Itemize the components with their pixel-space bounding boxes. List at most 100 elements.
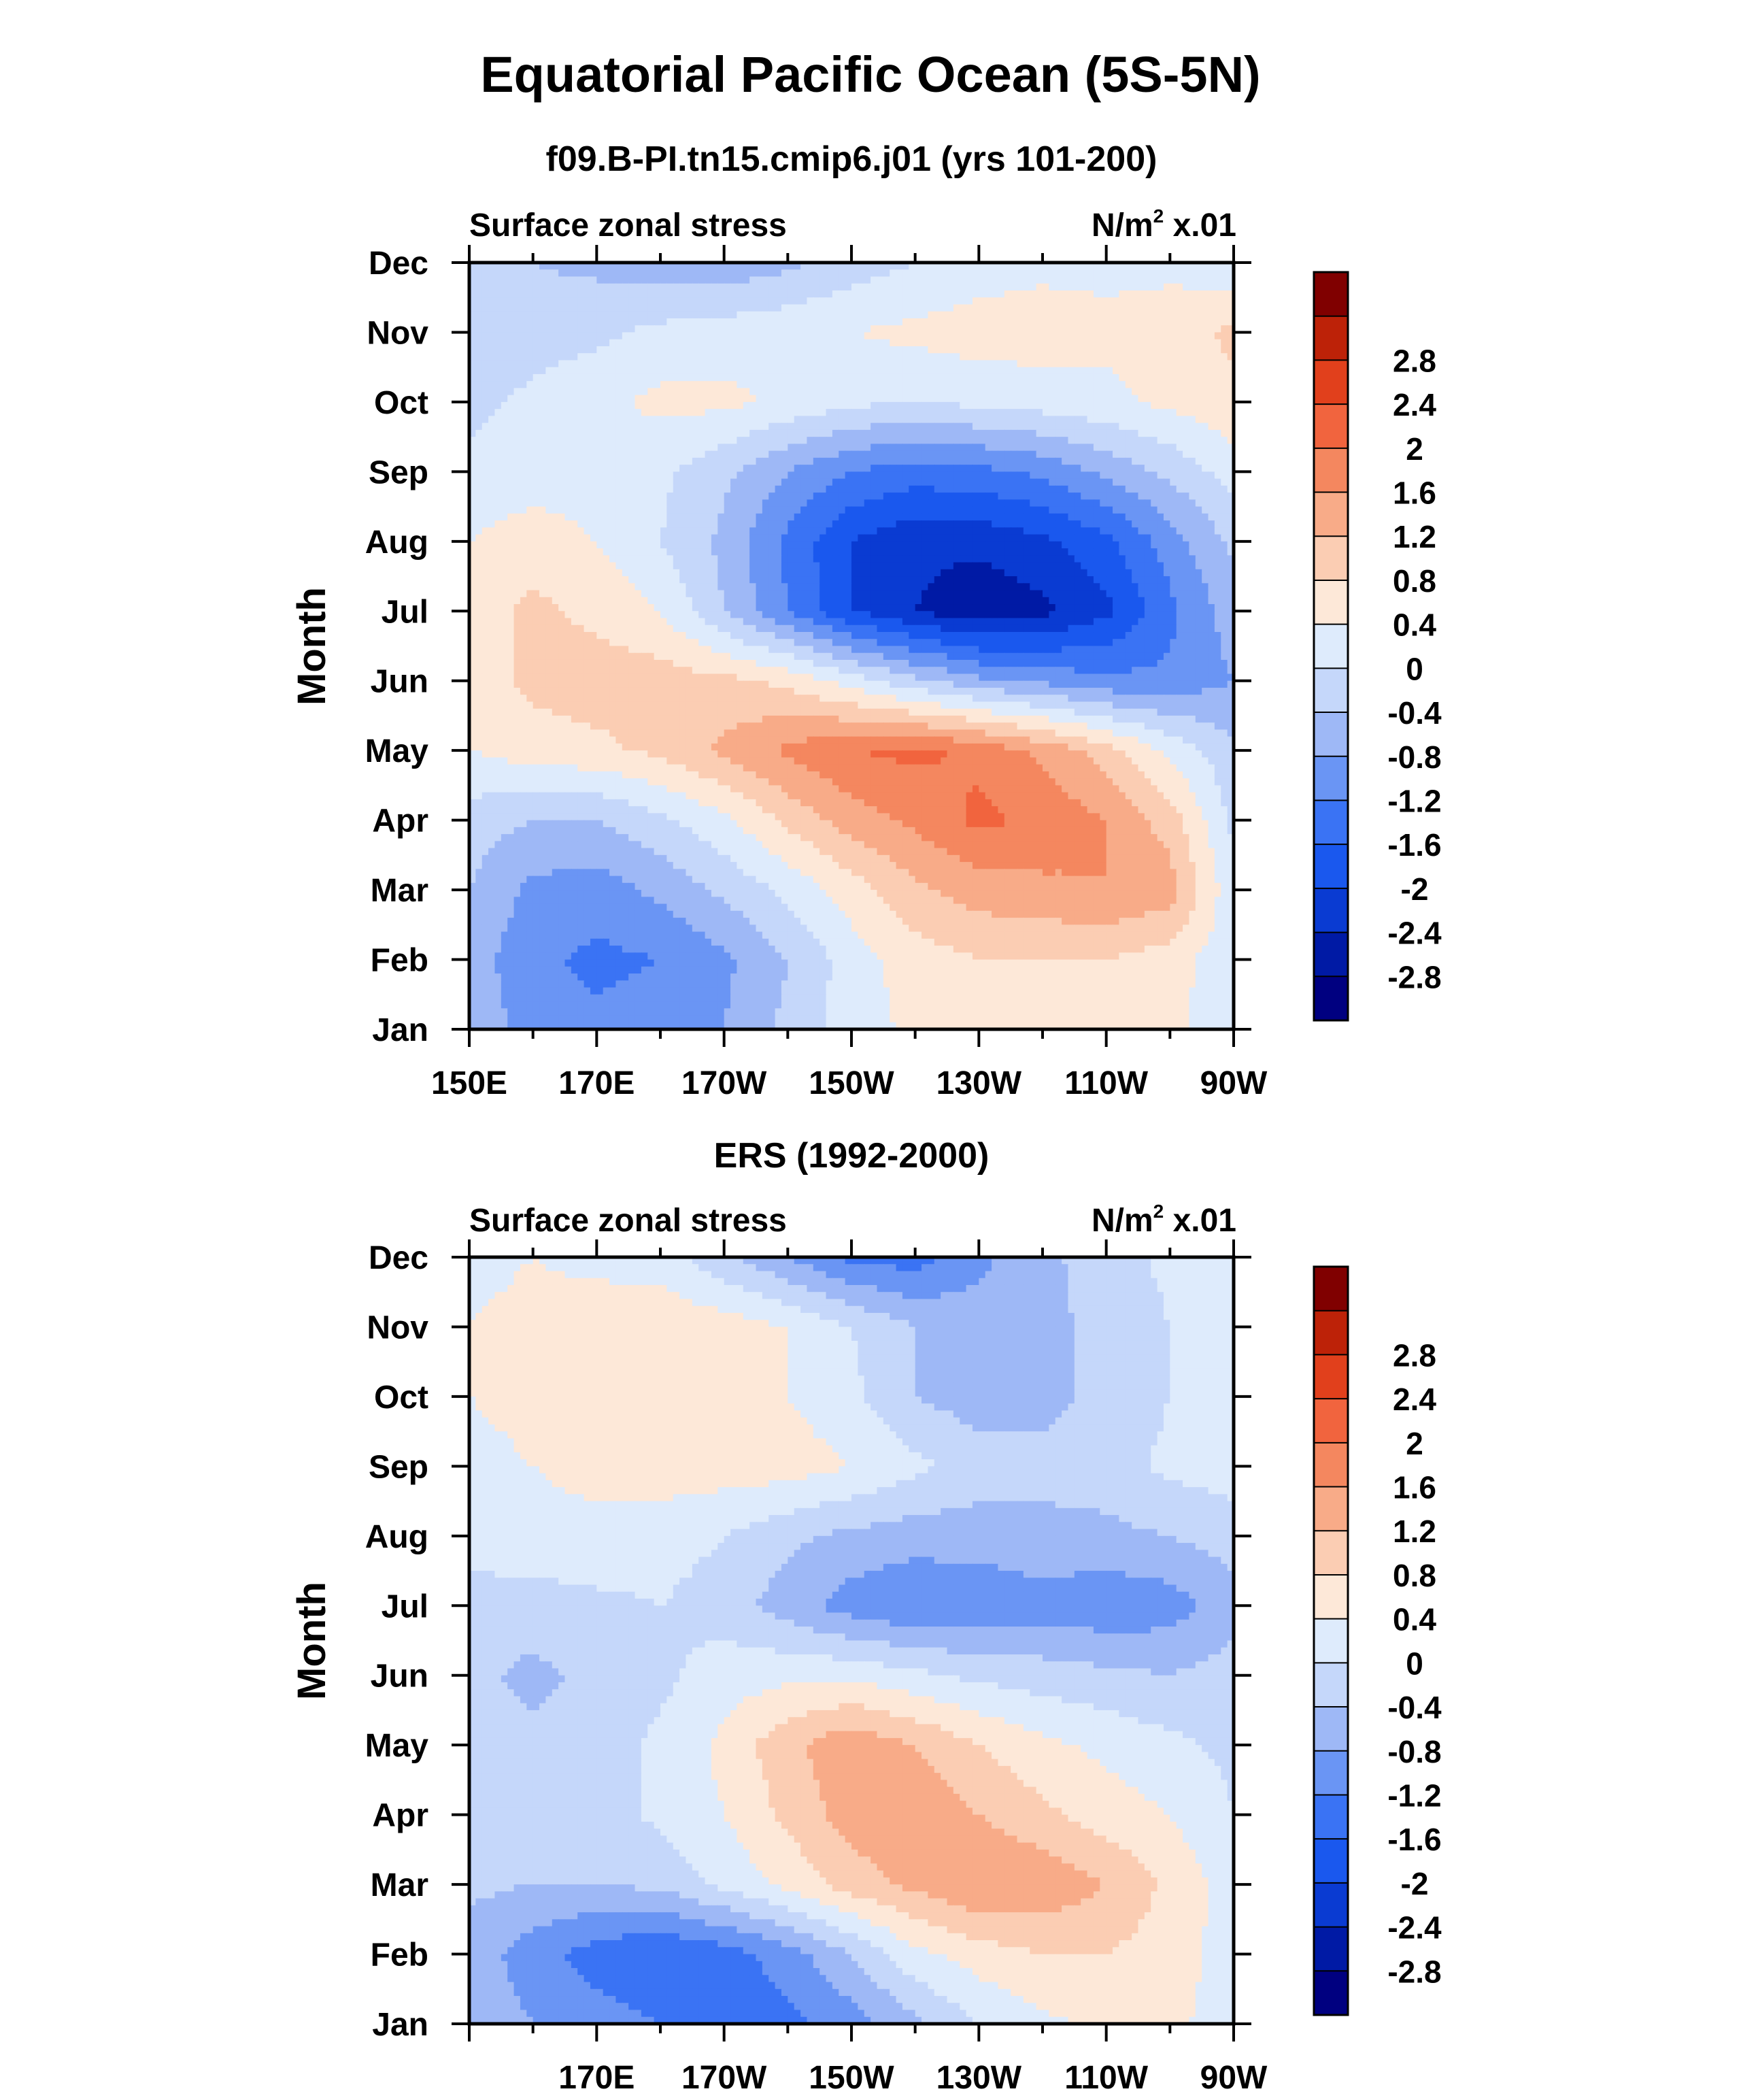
contour-cell xyxy=(813,367,820,375)
contour-cell xyxy=(501,388,508,396)
contour-cell xyxy=(526,534,534,542)
contour-cell xyxy=(743,283,750,291)
contour-cell xyxy=(960,318,967,327)
contour-cell xyxy=(979,429,986,437)
contour-cell xyxy=(896,290,903,299)
contour-cell xyxy=(1227,499,1234,507)
contour-cell xyxy=(475,373,483,382)
contour-cell xyxy=(622,416,629,424)
contour-cell xyxy=(1214,297,1222,305)
contour-cell xyxy=(883,541,890,549)
contour-cell xyxy=(1113,493,1120,501)
contour-cell xyxy=(960,360,967,368)
contour-cell xyxy=(902,485,910,493)
contour-cell xyxy=(998,401,1005,410)
contour-cell xyxy=(941,541,948,549)
contour-cell xyxy=(724,332,731,340)
contour-cell xyxy=(647,465,655,473)
contour-cell xyxy=(513,346,521,354)
contour-cell xyxy=(615,304,623,312)
contour-cell xyxy=(851,534,859,542)
contour-cell xyxy=(870,263,878,271)
contour-cell xyxy=(1214,269,1222,278)
contour-cell xyxy=(507,367,515,375)
contour-cell xyxy=(698,381,706,389)
contour-cell xyxy=(622,457,629,465)
contour-cell xyxy=(1036,325,1043,333)
contour-cell xyxy=(730,381,738,389)
contour-cell xyxy=(609,339,617,347)
contour-cell xyxy=(1011,339,1018,347)
contour-cell xyxy=(1119,297,1126,305)
contour-cell xyxy=(953,290,961,299)
contour-cell xyxy=(705,283,712,291)
contour-cell xyxy=(756,367,763,375)
contour-cell xyxy=(985,450,992,459)
contour-cell xyxy=(552,401,559,410)
contour-cell xyxy=(883,283,890,291)
contour-cell xyxy=(1202,346,1209,354)
contour-cell xyxy=(934,534,941,542)
contour-cell xyxy=(819,353,827,361)
contour-cell xyxy=(1055,381,1062,389)
contour-cell xyxy=(730,485,738,493)
contour-cell xyxy=(1189,373,1196,382)
contour-cell xyxy=(711,297,719,305)
contour-cell xyxy=(870,283,878,291)
contour-cell xyxy=(564,304,572,312)
contour-cell xyxy=(673,499,680,507)
contour-cell xyxy=(794,297,801,305)
contour-cell xyxy=(533,520,540,529)
contour-cell xyxy=(826,395,833,403)
contour-cell xyxy=(1125,534,1132,542)
contour-cell xyxy=(1183,297,1190,305)
contour-cell xyxy=(1125,499,1132,507)
contour-cell xyxy=(1119,395,1126,403)
contour-cell xyxy=(1023,297,1031,305)
contour-cell xyxy=(966,465,973,473)
contour-cell xyxy=(915,325,922,333)
contour-cell xyxy=(552,395,559,403)
contour-cell xyxy=(488,367,496,375)
contour-cell xyxy=(972,520,980,529)
contour-cell xyxy=(890,478,897,486)
contour-cell xyxy=(666,304,674,312)
contour-cell xyxy=(947,318,954,327)
contour-cell xyxy=(1043,339,1050,347)
contour-cell xyxy=(1081,471,1088,480)
contour-cell xyxy=(1144,290,1152,299)
contour-cell xyxy=(1227,534,1234,542)
contour-cell xyxy=(564,416,572,424)
contour-cell xyxy=(883,332,890,340)
contour-cell xyxy=(692,534,699,542)
contour-cell xyxy=(1202,401,1209,410)
contour-cell xyxy=(1163,520,1171,529)
contour-cell xyxy=(533,395,540,403)
contour-cell xyxy=(1119,534,1126,542)
contour-cell xyxy=(635,401,642,410)
contour-cell xyxy=(1214,304,1222,312)
contour-cell xyxy=(1093,318,1101,327)
contour-cell xyxy=(698,429,706,437)
contour-cell xyxy=(1132,381,1139,389)
contour-cell xyxy=(1138,541,1145,549)
contour-cell xyxy=(794,444,801,452)
contour-cell xyxy=(545,485,553,493)
contour-cell xyxy=(1087,290,1094,299)
contour-cell xyxy=(781,499,789,507)
contour-cell xyxy=(1132,318,1139,327)
contour-cell xyxy=(571,429,579,437)
contour-cell xyxy=(998,346,1005,354)
contour-cell xyxy=(564,409,572,417)
contour-cell xyxy=(558,499,566,507)
contour-cell xyxy=(481,401,489,410)
contour-cell xyxy=(928,388,935,396)
contour-cell xyxy=(960,527,967,535)
contour-cell xyxy=(800,513,808,521)
contour-cell xyxy=(1163,478,1171,486)
contour-cell xyxy=(660,373,668,382)
contour-cell xyxy=(1017,297,1024,305)
contour-cell xyxy=(539,395,547,403)
contour-cell xyxy=(1208,311,1215,319)
contour-cell xyxy=(1221,395,1228,403)
